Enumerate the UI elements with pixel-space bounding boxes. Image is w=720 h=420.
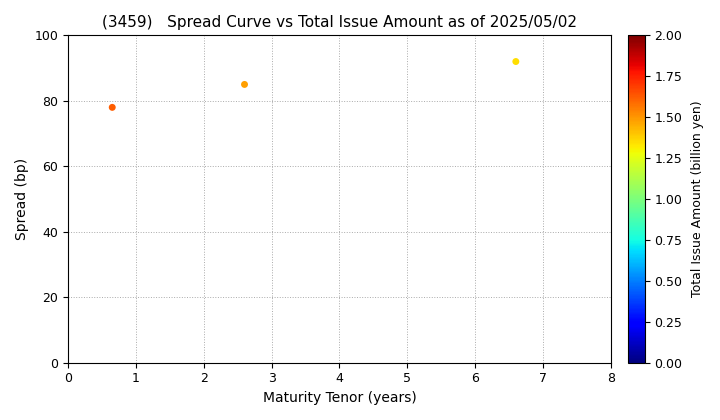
X-axis label: Maturity Tenor (years): Maturity Tenor (years) (263, 391, 416, 405)
Title: (3459)   Spread Curve vs Total Issue Amount as of 2025/05/02: (3459) Spread Curve vs Total Issue Amoun… (102, 15, 577, 30)
Y-axis label: Total Issue Amount (billion yen): Total Issue Amount (billion yen) (691, 101, 704, 297)
Point (510, 58, 521, 65)
Point (107, 104, 118, 111)
Point (239, 81, 251, 88)
Y-axis label: Spread (bp): Spread (bp) (15, 158, 29, 240)
